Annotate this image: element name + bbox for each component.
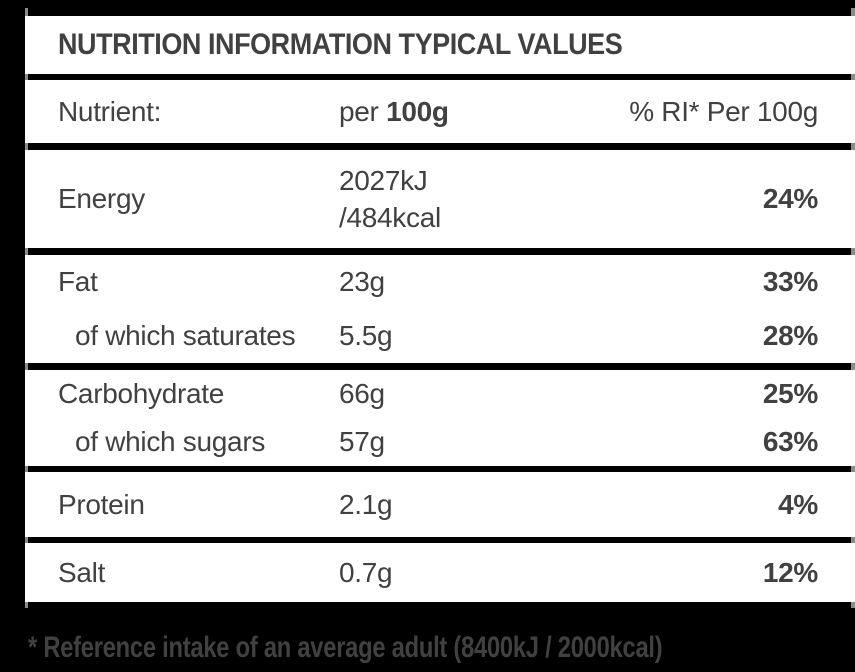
carbohydrate-group: Carbohydrate 66g 25% of which sugars 57g… [25, 370, 855, 466]
divider-rule [25, 74, 855, 80]
nutrient-value: 57g [339, 426, 385, 457]
table-row-energy: Energy 2027kJ /484kcal 24% [25, 150, 855, 248]
nutrient-ri: 24% [762, 183, 818, 214]
divider-rule [25, 537, 855, 543]
table-row-carbohydrate: Carbohydrate 66g 25% [25, 370, 855, 418]
column-header-per-100g: per 100g [339, 96, 629, 128]
reference-intake-footnote: * Reference intake of an average adult (… [28, 631, 663, 664]
divider-rule-bottom [25, 602, 855, 608]
nutrient-ri: 33% [762, 266, 818, 297]
nutrient-value: 2027kJ /484kcal [339, 162, 763, 236]
energy-kcal: /484kcal [339, 202, 441, 233]
fat-group: Fat 23g 33% of which saturates 5.5g 28% [25, 255, 855, 363]
nutrient-ri: 28% [762, 320, 818, 351]
table-row-sugars: of which sugars 57g 63% [25, 418, 855, 466]
table-row-saturates: of which saturates 5.5g 28% [25, 309, 855, 363]
divider-rule [25, 363, 855, 370]
nutrient-value: 23g [339, 266, 385, 297]
nutrient-name: Protein [58, 488, 145, 520]
table-row-protein: Protein 2.1g 4% [25, 472, 855, 537]
nutrient-name: Fat [58, 266, 98, 297]
label-title: NUTRITION INFORMATION TYPICAL VALUES [58, 28, 623, 61]
column-header-nutrient: Nutrient: [58, 95, 162, 127]
nutrition-label-card: NUTRITION INFORMATION TYPICAL VALUES Nut… [25, 8, 855, 608]
divider-rule [25, 466, 855, 472]
nutrient-value: 0.7g [339, 556, 393, 588]
per-prefix: per [339, 95, 387, 127]
label-header: NUTRITION INFORMATION TYPICAL VALUES [25, 16, 855, 74]
nutrient-name: of which sugars [75, 426, 266, 457]
divider-rule [25, 143, 855, 150]
table-row-salt: Salt 0.7g 12% [25, 543, 855, 602]
nutrient-value: 5.5g [339, 320, 393, 351]
nutrient-name: Carbohydrate [58, 378, 225, 409]
divider-rule [25, 248, 855, 255]
divider-rule-top [25, 8, 855, 16]
nutrient-value: 66g [339, 378, 385, 409]
nutrient-ri: 63% [762, 426, 818, 457]
nutrient-value: 2.1g [339, 488, 393, 520]
nutrient-name: of which saturates [75, 320, 296, 351]
nutrient-name: Salt [58, 556, 106, 588]
table-row-fat: Fat 23g 33% [25, 255, 855, 309]
nutrient-ri: 25% [762, 378, 818, 409]
nutrient-ri: 4% [778, 488, 818, 520]
energy-kj: 2027kJ [339, 165, 428, 196]
nutrient-name: Energy [58, 183, 145, 214]
per-amount: 100g [386, 95, 449, 127]
column-header-ri: % RI* Per 100g [629, 95, 818, 127]
nutrient-ri: 12% [762, 556, 818, 588]
column-header-row: Nutrient: per 100g % RI* Per 100g [25, 80, 855, 143]
